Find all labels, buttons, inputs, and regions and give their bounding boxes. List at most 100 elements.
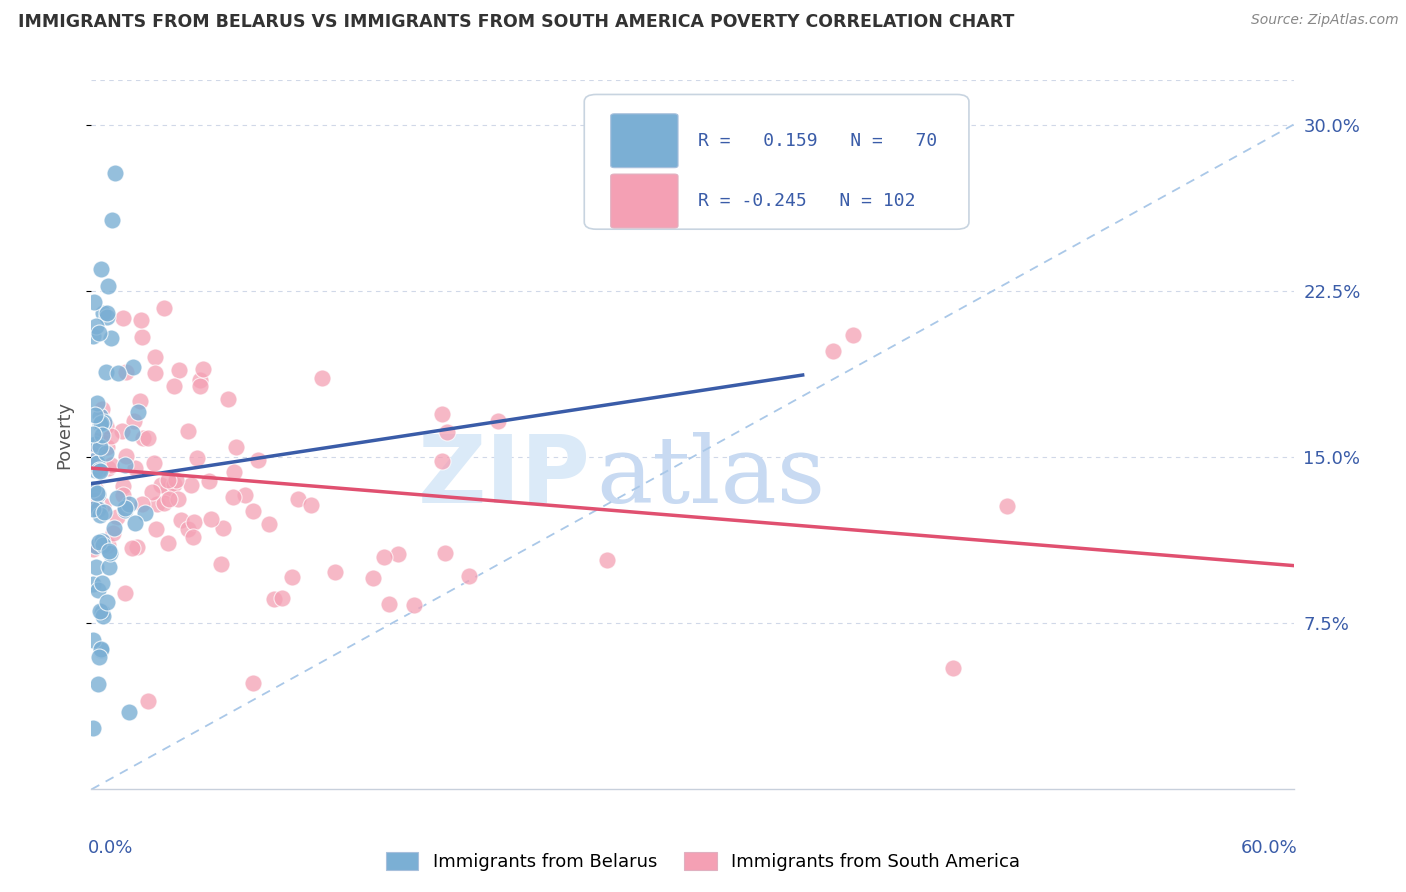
Point: [86, 486, 108, 500]
Point: [101, 526, 124, 541]
Point: [87, 582, 110, 597]
Point: [90, 641, 112, 656]
Point: [86, 456, 108, 470]
Point: [90, 428, 112, 442]
Point: [145, 522, 167, 536]
Point: [84, 319, 107, 334]
Point: [115, 365, 138, 379]
Point: [186, 450, 208, 465]
Point: [121, 541, 143, 555]
Point: [129, 394, 152, 409]
Point: [114, 500, 136, 515]
Point: [131, 497, 153, 511]
Point: [209, 557, 232, 571]
Point: [96, 306, 118, 320]
Point: [89, 464, 111, 478]
Point: [100, 331, 122, 345]
Point: [90, 576, 112, 591]
Point: [84, 560, 107, 574]
Point: [111, 424, 134, 438]
Point: [430, 408, 453, 422]
Point: [84, 497, 107, 511]
Point: [91, 606, 114, 620]
Point: [82, 576, 104, 591]
Point: [111, 488, 134, 502]
Point: [104, 166, 127, 180]
Point: [100, 458, 122, 473]
Point: [84, 408, 107, 422]
Point: [90, 416, 112, 430]
Point: [402, 598, 425, 612]
Point: [118, 497, 141, 511]
Point: [271, 591, 294, 605]
Point: [242, 675, 264, 690]
Point: [163, 477, 186, 491]
Point: [87, 487, 110, 501]
Point: [143, 456, 166, 470]
Point: [83, 437, 105, 451]
Point: [180, 478, 202, 492]
Point: [94, 365, 117, 379]
Point: [127, 405, 149, 419]
Point: [103, 521, 125, 535]
Point: [97, 538, 120, 552]
Point: [167, 362, 190, 376]
Point: [188, 379, 211, 393]
Point: [188, 373, 211, 387]
Point: [94, 419, 117, 434]
Text: Source: ZipAtlas.com: Source: ZipAtlas.com: [1251, 13, 1399, 28]
Point: [84, 483, 107, 498]
Point: [153, 301, 176, 316]
Point: [373, 550, 395, 565]
Point: [124, 414, 146, 428]
Point: [82, 455, 104, 469]
Point: [222, 490, 245, 504]
Point: [87, 502, 110, 516]
Point: [96, 441, 118, 455]
Point: [90, 402, 112, 417]
FancyBboxPatch shape: [610, 114, 678, 168]
Text: ZIP: ZIP: [418, 432, 591, 524]
Point: [200, 511, 222, 525]
Point: [361, 571, 384, 585]
Text: IMMIGRANTS FROM BELARUS VS IMMIGRANTS FROM SOUTH AMERICA POVERTY CORRELATION CHA: IMMIGRANTS FROM BELARUS VS IMMIGRANTS FR…: [18, 13, 1015, 31]
Point: [181, 530, 204, 544]
Point: [82, 329, 104, 343]
Point: [146, 497, 169, 511]
Point: [486, 414, 509, 428]
Point: [82, 632, 104, 647]
Point: [87, 443, 110, 458]
Point: [247, 452, 270, 467]
Point: [156, 536, 179, 550]
Point: [86, 396, 108, 410]
Point: [82, 483, 104, 497]
Point: [156, 482, 179, 496]
Point: [997, 499, 1019, 513]
Point: [97, 278, 120, 293]
Point: [323, 565, 346, 579]
Point: [242, 504, 264, 518]
Point: [157, 491, 180, 506]
Point: [124, 460, 146, 475]
Point: [841, 328, 863, 343]
Point: [311, 371, 333, 385]
Point: [166, 491, 188, 506]
Point: [89, 463, 111, 477]
Point: [89, 508, 111, 522]
Point: [82, 427, 104, 442]
Point: [96, 310, 118, 324]
Point: [458, 569, 481, 583]
Point: [96, 595, 118, 609]
Point: [105, 509, 128, 524]
Point: [131, 330, 153, 344]
Point: [821, 343, 844, 358]
Point: [91, 609, 114, 624]
Text: R = -0.245   N = 102: R = -0.245 N = 102: [699, 192, 915, 210]
Point: [136, 431, 159, 445]
Point: [101, 213, 124, 227]
Point: [163, 379, 186, 393]
Point: [233, 488, 256, 502]
Point: [83, 463, 105, 477]
Point: [98, 560, 121, 574]
Point: [97, 460, 120, 475]
